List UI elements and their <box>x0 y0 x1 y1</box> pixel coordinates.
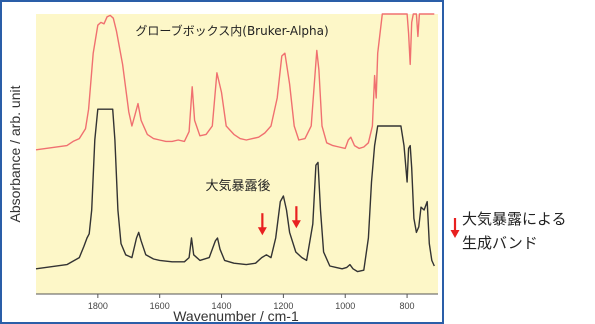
series-glovebox-line <box>35 13 435 151</box>
annotation-air-exposure: 大気暴露後 <box>205 178 270 194</box>
legend-note-line-1: 大気暴露による <box>462 210 567 228</box>
legend-note-line-2: 生成バンド <box>462 234 538 252</box>
x-tick-label: 1400 <box>212 301 232 311</box>
legend-note-arrow <box>450 218 460 238</box>
marker-layer <box>257 206 301 236</box>
x-axis-label: Wavenumber / cm-1 <box>173 308 299 324</box>
x-ticks: 1800 1600 1400 1200 1000 800 <box>88 294 415 311</box>
annotation-glovebox: グローブボックス内(Bruker-Alpha) <box>135 23 328 38</box>
series-air-exposed-line <box>35 108 435 273</box>
x-tick-label: 1200 <box>273 301 293 311</box>
x-tick-label: 1600 <box>150 301 170 311</box>
series-layer <box>35 13 435 273</box>
x-tick-label: 1000 <box>335 301 355 311</box>
plot-area <box>36 14 438 294</box>
y-axis-label: Absorbance / arb. unit <box>7 85 23 222</box>
x-tick-label: 1800 <box>88 301 108 311</box>
new-band-arrow <box>291 206 301 229</box>
x-tick-label: 800 <box>400 301 415 311</box>
new-band-arrow <box>257 213 267 236</box>
